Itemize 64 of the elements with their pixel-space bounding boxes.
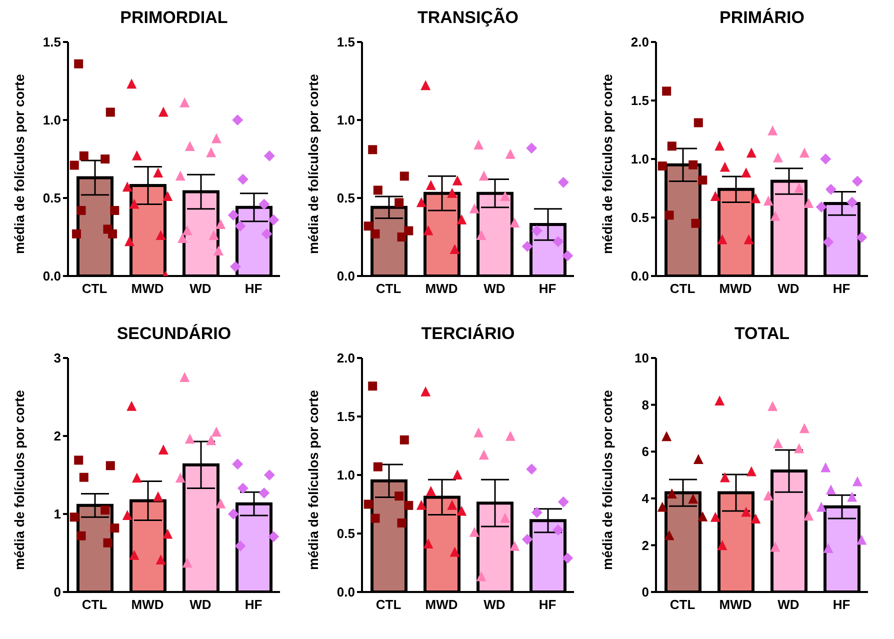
y-tick-label: 0 bbox=[54, 584, 61, 600]
x-tick-label: CTL bbox=[82, 597, 108, 612]
y-tick-label: 1.0 bbox=[336, 112, 355, 128]
x-tick-label: WD bbox=[778, 281, 800, 296]
x-tick-label: HF bbox=[538, 597, 556, 612]
x-tick-label: WD bbox=[484, 281, 506, 296]
y-tick-label: 0.5 bbox=[42, 190, 61, 206]
y-tick-label: 0.5 bbox=[630, 210, 649, 226]
y-axis-title: média de folículos por corte bbox=[306, 389, 321, 570]
x-tick-label: HF bbox=[538, 281, 556, 296]
x-tick-label: CTL bbox=[82, 281, 108, 296]
x-tick-label: WD bbox=[778, 597, 800, 612]
y-tick-label: 1.0 bbox=[336, 468, 355, 483]
y-tick-label: 4 bbox=[642, 491, 650, 506]
y-tick-label: 2.0 bbox=[630, 34, 649, 50]
y-tick-label: 0.0 bbox=[630, 268, 649, 284]
x-tick-label: CTL bbox=[670, 281, 696, 296]
y-tick-label: 1.0 bbox=[42, 112, 61, 128]
x-tick-label: MWD bbox=[131, 597, 164, 612]
x-tick-label: CTL bbox=[670, 597, 696, 612]
x-tick-label: MWD bbox=[719, 281, 752, 296]
y-tick-label: 1.5 bbox=[336, 409, 355, 424]
y-tick-label: 1.5 bbox=[630, 93, 649, 108]
y-tick-label: 2.0 bbox=[336, 350, 355, 366]
y-axis-title: média de folículos por corte bbox=[306, 73, 321, 254]
chart-title: TOTAL bbox=[733, 324, 791, 345]
y-tick-label: 0.0 bbox=[336, 268, 355, 284]
x-tick-label: HF bbox=[832, 281, 850, 296]
chart-title: TRANSIÇÃO bbox=[416, 8, 520, 29]
y-tick-label: 2 bbox=[642, 538, 649, 553]
chart-title: PRIMORDIAL bbox=[119, 8, 229, 29]
x-tick-label: WD bbox=[190, 281, 212, 296]
x-tick-label: CTL bbox=[376, 281, 402, 296]
y-tick-label: 0.5 bbox=[336, 190, 355, 206]
y-axis-title: média de folículos por corte bbox=[12, 389, 27, 570]
x-tick-label: HF bbox=[244, 597, 262, 612]
x-tick-label: MWD bbox=[719, 597, 752, 612]
y-tick-label: 10 bbox=[634, 350, 649, 366]
y-tick-label: 1.5 bbox=[336, 34, 355, 50]
y-axis-title: média de folículos por corte bbox=[600, 389, 615, 570]
y-tick-label: 3 bbox=[54, 350, 61, 366]
x-tick-label: HF bbox=[244, 281, 262, 296]
x-tick-label: HF bbox=[832, 597, 850, 612]
x-tick-label: MWD bbox=[131, 281, 164, 296]
x-tick-label: MWD bbox=[425, 597, 458, 612]
x-tick-label: MWD bbox=[425, 281, 458, 296]
y-tick-label: 1 bbox=[54, 506, 61, 522]
y-tick-label: 0.5 bbox=[336, 526, 355, 542]
y-tick-label: 1.5 bbox=[42, 34, 61, 50]
x-tick-label: WD bbox=[190, 597, 212, 612]
x-tick-label: WD bbox=[484, 597, 506, 612]
y-axis-title: média de folículos por corte bbox=[12, 73, 27, 254]
x-tick-label: CTL bbox=[376, 597, 402, 612]
chart-title: TERCIÁRIO bbox=[420, 324, 516, 345]
y-tick-label: 2 bbox=[54, 428, 61, 444]
y-tick-label: 6 bbox=[642, 444, 649, 460]
y-tick-label: 0.0 bbox=[336, 584, 355, 600]
y-tick-label: 0.0 bbox=[42, 268, 61, 284]
y-tick-label: 8 bbox=[642, 397, 649, 412]
y-axis-title: média de folículos por corte bbox=[600, 73, 615, 254]
y-tick-label: 0 bbox=[642, 584, 649, 600]
chart-title: PRIMÁRIO bbox=[718, 8, 806, 29]
y-tick-label: 1.0 bbox=[630, 152, 649, 167]
chart-title: SECUNDÁRIO bbox=[116, 324, 232, 345]
